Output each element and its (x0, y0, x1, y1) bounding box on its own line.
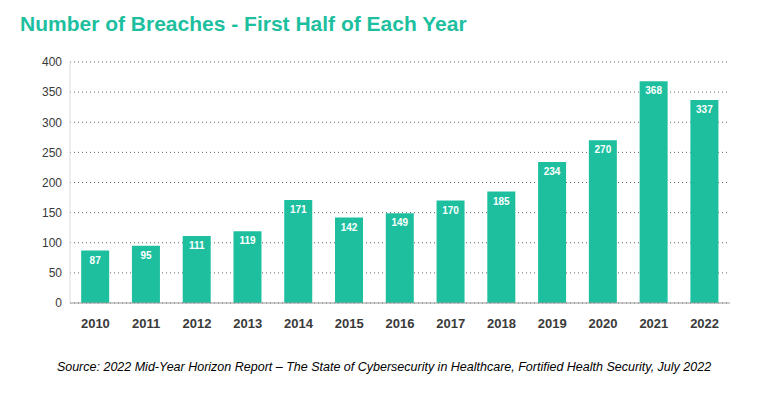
svg-text:2016: 2016 (386, 316, 415, 331)
svg-text:100: 100 (42, 236, 62, 250)
svg-text:0: 0 (55, 296, 62, 310)
svg-text:2015: 2015 (335, 316, 364, 331)
svg-text:171: 171 (290, 204, 307, 215)
svg-text:234: 234 (544, 166, 561, 177)
svg-text:119: 119 (239, 235, 256, 246)
svg-text:150: 150 (42, 206, 62, 220)
svg-text:111: 111 (189, 240, 205, 251)
html-text:Number of Breaches - First Hal: Number of Breaches - First Half of Each … (20, 12, 467, 35)
svg-text:185: 185 (493, 196, 510, 207)
svg-text:2012: 2012 (182, 316, 211, 331)
svg-text:2017: 2017 (436, 316, 465, 331)
svg-text:270: 270 (595, 144, 612, 155)
svg-text:2018: 2018 (487, 316, 516, 331)
html-text:Source: 2022 Mid-Year Horizon: Source: 2022 Mid-Year Horizon Report – T… (56, 360, 712, 374)
svg-text:337: 337 (696, 104, 713, 115)
svg-text:142: 142 (341, 222, 358, 233)
svg-text:149: 149 (391, 217, 408, 228)
svg-text:400: 400 (42, 55, 62, 69)
svg-text:368: 368 (645, 85, 662, 96)
svg-text:170: 170 (442, 205, 459, 216)
svg-text:2020: 2020 (589, 316, 618, 331)
svg-text:200: 200 (42, 176, 62, 190)
svg-text:350: 350 (42, 85, 62, 99)
svg-text:300: 300 (42, 116, 62, 130)
svg-text:250: 250 (42, 146, 62, 160)
svg-text:2019: 2019 (538, 316, 567, 331)
svg-text:2013: 2013 (233, 316, 262, 331)
svg-text:2022: 2022 (690, 316, 719, 331)
svg-text:2014: 2014 (284, 316, 314, 331)
svg-text:2021: 2021 (639, 316, 668, 331)
svg-text:50: 50 (49, 266, 63, 280)
svg-text:2010: 2010 (81, 316, 110, 331)
svg-text:95: 95 (140, 250, 152, 261)
svg-text:87: 87 (90, 255, 102, 266)
svg-text:2011: 2011 (132, 316, 160, 331)
